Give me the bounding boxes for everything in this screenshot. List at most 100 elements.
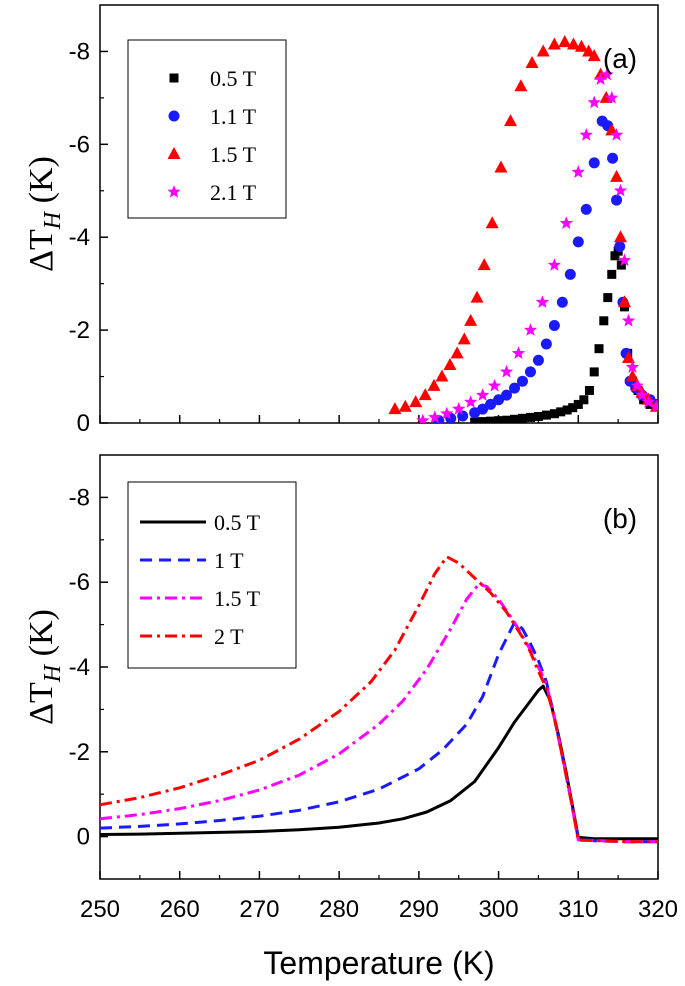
- data-point: [485, 398, 497, 410]
- data-point: [593, 72, 608, 85]
- y-tick-label: -2: [69, 317, 90, 344]
- y-tick-label: 0: [77, 410, 90, 437]
- data-point: [457, 332, 471, 345]
- data-point: [494, 416, 504, 423]
- data-point: [517, 413, 527, 423]
- legend-label: 1 T: [214, 548, 244, 573]
- panel-a-tag: (a): [603, 43, 637, 74]
- data-point: [618, 295, 632, 308]
- data-point: [564, 268, 576, 280]
- data-point: [428, 410, 442, 423]
- x-tick-label: 270: [239, 896, 279, 923]
- panel-b-ticks: [99, 496, 659, 879]
- data-point: [499, 364, 514, 378]
- data-point: [525, 56, 539, 69]
- data-point: [610, 169, 624, 182]
- data-point: [621, 313, 636, 327]
- data-point: [614, 241, 626, 253]
- data-point: [584, 385, 594, 395]
- data-point: [509, 382, 521, 394]
- data-point: [622, 350, 636, 363]
- panel-b-legend: 0.5 T 1 T 1.5 T 2 T: [127, 481, 297, 669]
- data-point: [440, 406, 454, 420]
- panel-b-legend-box: [127, 481, 297, 669]
- data-point: [617, 253, 632, 267]
- legend-marker: [168, 110, 180, 122]
- y-tick-label: -8: [69, 484, 90, 511]
- y-tick-label: -6: [69, 131, 90, 158]
- data-point: [535, 295, 550, 308]
- series-1-5-T: [388, 35, 658, 415]
- data-point: [464, 313, 478, 326]
- data-point: [600, 67, 614, 81]
- data-point: [485, 216, 499, 229]
- data-point: [536, 44, 550, 57]
- legend-label: 2.1 T: [210, 180, 257, 205]
- data-point: [630, 378, 644, 392]
- data-point: [649, 399, 658, 413]
- data-point: [510, 414, 520, 423]
- panel-a-ylabel-unit: (K): [23, 156, 60, 203]
- legend-label: 0.5 T: [214, 510, 261, 535]
- panel-a-ylabel-main: ΔT: [23, 229, 60, 272]
- x-axis-label: Temperature (K): [263, 945, 494, 981]
- data-point: [457, 410, 469, 422]
- panel-a-tick-labels: 0 -2 -4 -6 -8: [69, 38, 90, 437]
- data-point: [418, 388, 432, 401]
- legend-marker: [167, 185, 181, 198]
- panel-a-legend-box: [127, 39, 287, 219]
- data-point: [504, 114, 518, 127]
- data-point: [587, 49, 601, 62]
- legend-label: 1.5 T: [210, 142, 257, 167]
- data-point: [574, 39, 588, 52]
- data-point: [610, 251, 620, 261]
- data-point: [493, 394, 505, 406]
- data-point: [611, 194, 623, 206]
- data-point: [409, 395, 423, 408]
- data-point: [605, 90, 619, 104]
- data-point: [477, 258, 491, 271]
- data-point: [532, 354, 544, 366]
- x-tick-label: 280: [319, 896, 359, 923]
- data-point: [607, 152, 619, 164]
- data-point: [607, 269, 617, 279]
- panel-b-ylabel: ΔTH (K): [23, 609, 66, 725]
- legend-label: 2 T: [214, 624, 244, 649]
- series-line-0-5-T: [100, 684, 658, 841]
- data-point: [572, 236, 584, 248]
- data-point: [525, 412, 535, 422]
- data-point: [511, 346, 526, 359]
- data-point: [603, 293, 613, 303]
- data-point: [589, 367, 599, 377]
- data-point: [548, 319, 560, 331]
- data-point: [478, 417, 488, 423]
- data-point: [609, 128, 624, 141]
- data-point: [562, 405, 572, 415]
- panel-b-ylabel-unit: (K): [23, 609, 60, 656]
- data-point: [470, 290, 484, 303]
- series-2-1-T: [416, 67, 658, 423]
- panel-a-legend: 0.5 T 1.1 T 1.5 T 2.1 T: [127, 39, 287, 219]
- data-point: [443, 357, 457, 370]
- data-point: [487, 378, 502, 392]
- data-point: [514, 79, 528, 92]
- data-point: [547, 258, 561, 271]
- data-point: [588, 157, 600, 169]
- data-point: [416, 413, 430, 423]
- data-point: [587, 95, 601, 109]
- svg-text:ΔTH (K): ΔTH (K): [23, 156, 66, 272]
- x-tick-label: 290: [399, 896, 439, 923]
- data-point: [477, 403, 489, 415]
- panel-b-tag: (b): [603, 503, 637, 534]
- panel-a-markers: [388, 35, 658, 423]
- y-tick-label: -8: [69, 38, 90, 65]
- data-point: [427, 378, 441, 391]
- data-point: [556, 296, 568, 308]
- legend-label: 1.1 T: [210, 104, 257, 129]
- legend-label: 1.5 T: [214, 586, 261, 611]
- data-point: [641, 395, 656, 408]
- panel-a-ylabel-sub: H: [40, 210, 66, 230]
- data-point: [450, 346, 464, 359]
- x-tick-label: 250: [80, 896, 120, 923]
- legend-marker: [169, 73, 179, 83]
